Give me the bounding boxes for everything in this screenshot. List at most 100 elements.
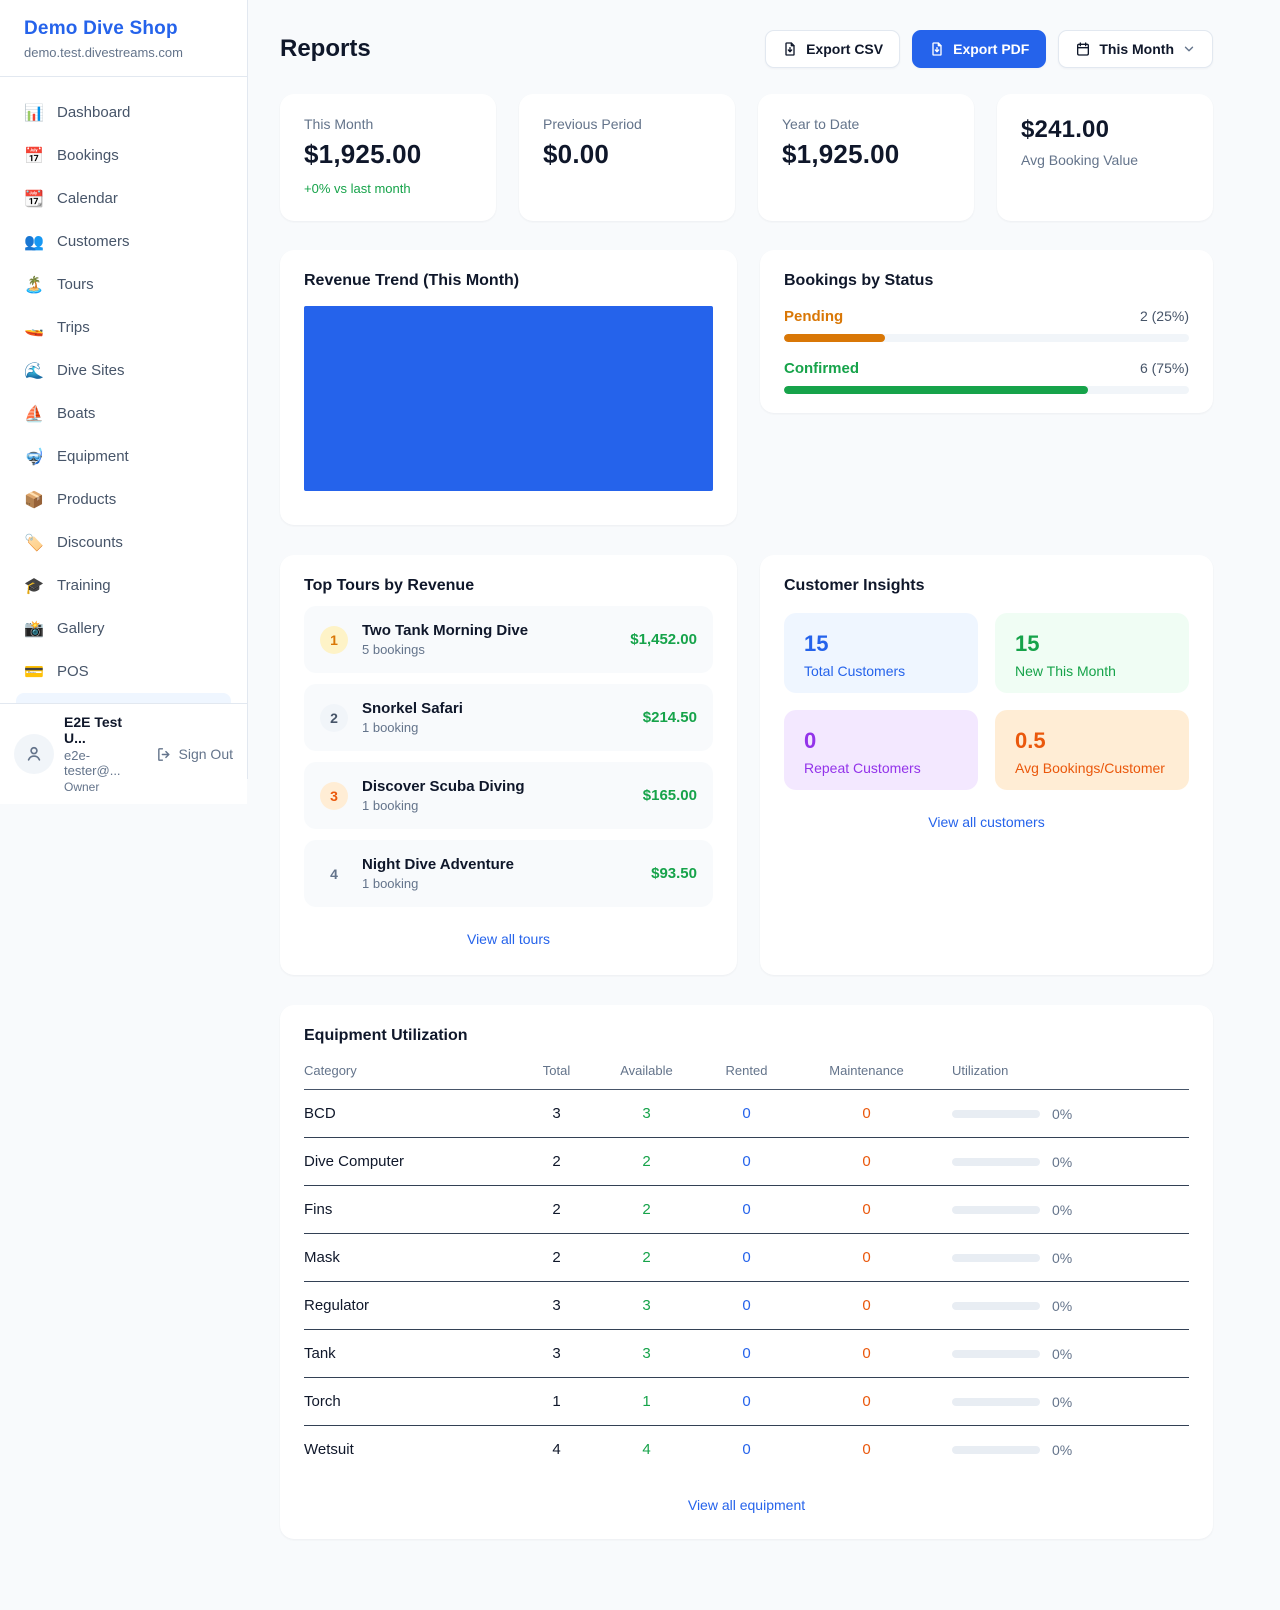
sign-out-button[interactable]: Sign Out [156, 746, 233, 763]
sidebar-item-label: Boats [57, 405, 96, 422]
utilization-bar [952, 1205, 1040, 1214]
rank-badge: 1 [320, 625, 348, 654]
stat-label: Previous Period [543, 116, 642, 132]
status-bar-track [784, 386, 1189, 394]
table-row: Mask 2 2 0 0 0% [304, 1233, 1189, 1282]
tour-bookings: 5 bookings [362, 642, 425, 657]
island-icon: 🏝️ [24, 276, 44, 294]
utilization-bar [952, 1253, 1040, 1262]
stat-value: $1,925.00 [304, 139, 422, 169]
table-row: Tank 3 3 0 0 0% [304, 1329, 1189, 1378]
sidebar-item-tours[interactable]: 🏝️ Tours [8, 263, 239, 306]
cell-maintenance: 0 [799, 1281, 934, 1330]
view-all-customers-link[interactable]: View all customers [784, 814, 1189, 830]
tour-name: Night Dive Adventure [362, 856, 514, 873]
cell-category: Mask [304, 1233, 514, 1282]
insight-tile-repeat-customers: 0 Repeat Customers [784, 710, 978, 790]
sidebar-item-calendar[interactable]: 📆 Calendar [8, 177, 239, 220]
cell-rented: 0 [694, 1233, 799, 1282]
speedboat-icon: 🚤 [24, 319, 44, 337]
export-pdf-button[interactable]: Export PDF [912, 30, 1047, 68]
status-bar-track [784, 334, 1189, 342]
sidebar-item-pos[interactable]: 💳 POS [8, 650, 239, 693]
sidebar-item-reports-active-partial[interactable] [16, 693, 231, 703]
sidebar-item-dashboard[interactable]: 📊 Dashboard [8, 91, 239, 134]
status-name: Confirmed [784, 360, 859, 377]
sidebar-item-gallery[interactable]: 📸 Gallery [8, 607, 239, 650]
status-bar-fill [784, 386, 1088, 394]
cell-rented: 0 [694, 1089, 799, 1138]
user-role: Owner [64, 780, 100, 794]
cell-maintenance: 0 [799, 1089, 934, 1138]
page-title: Reports [280, 35, 371, 62]
tour-row: 3 Discover Scuba Diving 1 booking $165.0… [304, 762, 713, 829]
sidebar-item-training[interactable]: 🎓 Training [8, 564, 239, 607]
cell-total: 3 [514, 1281, 599, 1330]
utilization-percent: 0% [1052, 1153, 1073, 1170]
sidebar-item-bookings[interactable]: 📅 Bookings [8, 134, 239, 177]
col-category: Category [304, 1063, 514, 1090]
cell-total: 3 [514, 1329, 599, 1378]
view-all-equipment-link[interactable]: View all equipment [304, 1497, 1189, 1513]
cell-total: 3 [514, 1089, 599, 1138]
cell-rented: 0 [694, 1281, 799, 1330]
table-row: BCD 3 3 0 0 0% [304, 1089, 1189, 1138]
period-dropdown[interactable]: This Month [1058, 30, 1213, 68]
cell-rented: 0 [742, 1441, 751, 1458]
sidebar-item-products[interactable]: 📦 Products [8, 478, 239, 521]
sidebar-item-customers[interactable]: 👥 Customers [8, 220, 239, 263]
insight-tile-new-this-month: 15 New This Month [995, 613, 1189, 693]
package-icon: 📦 [24, 491, 44, 509]
tour-amount: $214.50 [642, 709, 697, 726]
stat-card-this-month: This Month $1,925.00 +0% vs last month [280, 94, 496, 221]
sidebar-item-boats[interactable]: ⛵ Boats [8, 392, 239, 435]
utilization-percent: 0% [1052, 1393, 1073, 1410]
utilization-bar [952, 1397, 1040, 1406]
sidebar-item-trips[interactable]: 🚤 Trips [8, 306, 239, 349]
sidebar-item-dive-sites[interactable]: 🌊 Dive Sites [8, 349, 239, 392]
graduation-cap-icon: 🎓 [24, 577, 44, 595]
utilization-percent: 0% [1052, 1345, 1073, 1362]
cell-available: 2 [599, 1233, 694, 1282]
utilization-bar [952, 1157, 1040, 1166]
cell-available: 4 [642, 1441, 651, 1458]
tag-icon: 🏷️ [24, 534, 44, 552]
view-all-tours-link[interactable]: View all tours [304, 931, 713, 947]
utilization-bar [952, 1445, 1040, 1454]
revenue-trend-card: Revenue Trend (This Month) [280, 250, 737, 525]
sidebar-item-label: Training [57, 577, 111, 594]
insight-label: Repeat Customers [804, 760, 921, 776]
equipment-table: Category Total Available Rented Maintena… [304, 1063, 1189, 1473]
cell-available: 3 [599, 1329, 694, 1378]
table-header-row: Category Total Available Rented Maintena… [304, 1063, 1189, 1090]
cell-category: Tank [304, 1329, 514, 1378]
sidebar-item-equipment[interactable]: 🤿 Equipment [8, 435, 239, 478]
calendar-icon [1077, 42, 1090, 56]
col-rented: Rented [694, 1063, 799, 1090]
brand: Demo Dive Shop demo.test.divestreams.com [0, 0, 247, 77]
export-csv-label: Export CSV [806, 41, 884, 57]
bookings-by-status-title: Bookings by Status [784, 272, 934, 289]
insight-tile-avg-bookings: 0.5 Avg Bookings/Customer [995, 710, 1189, 790]
stat-card-previous-period: Previous Period $0.00 [519, 94, 735, 221]
stat-label: This Month [304, 116, 374, 132]
utilization-percent: 0% [1052, 1201, 1073, 1218]
revenue-trend-chart [304, 306, 713, 491]
insights-row: Top Tours by Revenue 1 Two Tank Morning … [280, 555, 1213, 975]
cell-category: Dive Computer [304, 1137, 514, 1186]
cell-rented: 0 [694, 1185, 799, 1234]
rank-badge: 2 [320, 703, 348, 732]
insight-tile-total-customers: 15 Total Customers [784, 613, 978, 693]
credit-card-icon: 💳 [24, 663, 44, 681]
sidebar-item-discounts[interactable]: 🏷️ Discounts [8, 521, 239, 564]
stat-label: Year to Date [782, 116, 860, 132]
utilization-bar [952, 1301, 1040, 1310]
export-csv-button[interactable]: Export CSV [765, 30, 901, 68]
charts-row: Revenue Trend (This Month) Bookings by S… [280, 250, 1213, 525]
sign-out-icon [157, 747, 169, 761]
col-maintenance: Maintenance [799, 1063, 934, 1090]
top-tours-title: Top Tours by Revenue [304, 577, 475, 594]
cell-available: 3 [599, 1089, 694, 1138]
cell-maintenance: 0 [799, 1137, 934, 1186]
sidebar-nav: 📊 Dashboard 📅 Bookings 📆 Calendar 👥 Customer… [0, 77, 247, 703]
